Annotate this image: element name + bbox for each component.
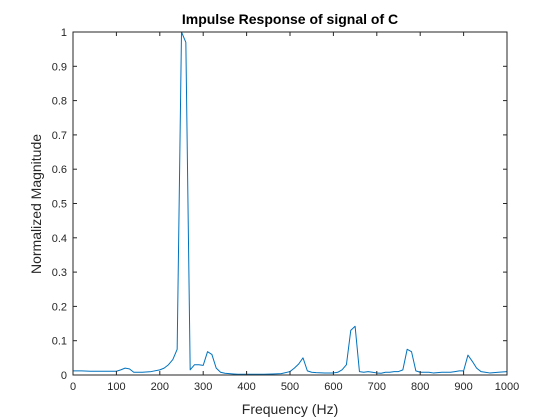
y-tick-label: 1 [61,27,67,39]
y-tick-label: 0.5 [52,199,67,211]
x-tick-label: 100 [107,381,125,393]
y-tick-label: 0.4 [52,233,67,245]
y-tick-label: 0 [61,370,67,382]
x-tick-label: 0 [70,381,76,393]
x-axis-label: Frequency (Hz) [242,401,338,417]
chart-title: Impulse Response of signal of C [182,11,398,27]
x-axis: 0 100 200 300 400 500 600 700 800 900 1000 [70,32,519,393]
x-tick-label: 500 [281,381,299,393]
x-tick-label: 800 [411,381,429,393]
x-tick-label: 400 [237,381,255,393]
series-line [73,31,508,375]
x-tick-label: 200 [151,381,169,393]
x-tick-label: 900 [454,381,472,393]
y-tick-label: 0.1 [52,336,67,348]
y-tick-label: 0.9 [52,61,67,73]
x-tick-label: 300 [194,381,212,393]
x-tick-label: 1000 [495,381,519,393]
y-tick-label: 0.2 [52,301,67,313]
y-axis-label: Normalized Magnitude [28,134,44,274]
x-tick-label: 700 [368,381,386,393]
y-tick-label: 0.8 [52,96,67,108]
plot-area [73,32,507,375]
y-tick-label: 0.3 [52,267,67,279]
y-axis: 0 0.1 0.2 0.3 0.4 0.5 0.6 0.7 0.8 0.9 1 [52,27,507,382]
y-tick-label: 0.6 [52,164,67,176]
x-tick-label: 600 [324,381,342,393]
y-tick-label: 0.7 [52,130,67,142]
series-layer [73,31,508,375]
